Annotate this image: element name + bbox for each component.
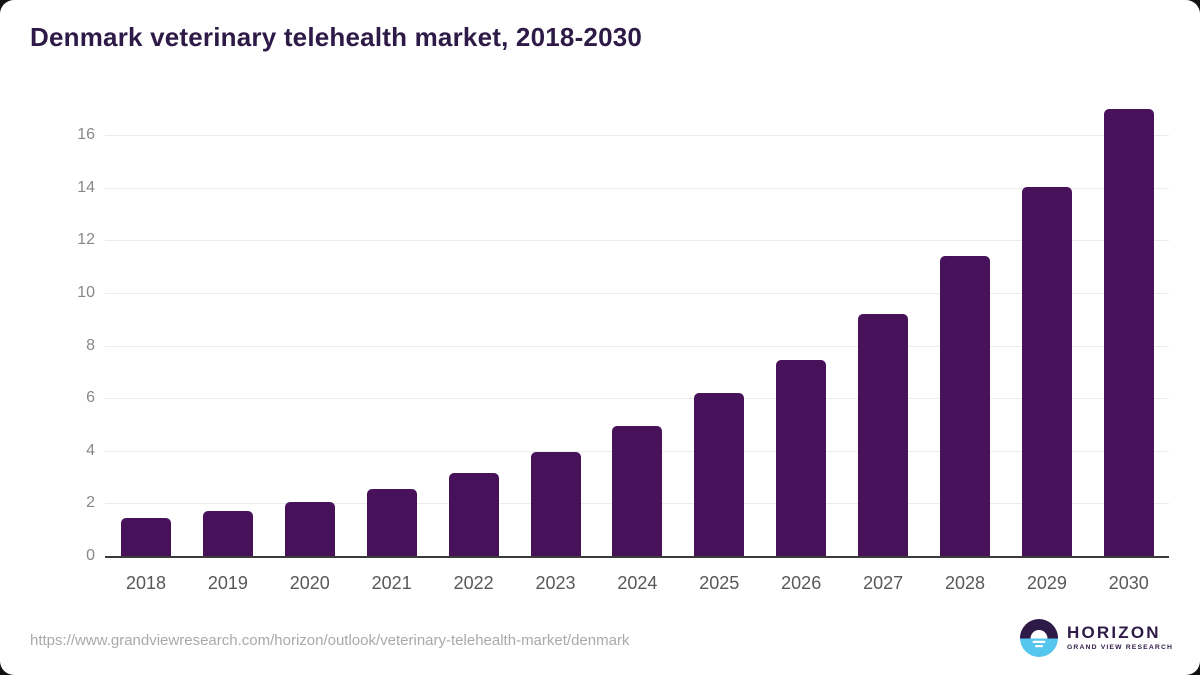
bar-2028 (940, 256, 990, 556)
x-tick-label: 2020 (289, 573, 330, 593)
bar-2024 (612, 425, 663, 556)
y-tick-label: 6 (86, 389, 95, 407)
y-tick-label: 4 (86, 441, 95, 459)
horizon-logo-brand: HORIZON (1067, 623, 1161, 643)
bar-2022 (448, 473, 499, 556)
horizon-logo: HORIZON GRAND VIEW RESEARCH (1020, 619, 1173, 657)
horizon-logo-icon (1020, 619, 1058, 657)
bar-2019 (202, 511, 253, 556)
bar-2021 (366, 488, 417, 556)
x-tick-label: 2022 (453, 573, 494, 593)
plot-area: 0 2 4 6 8 10 12 14 16 (77, 104, 1169, 564)
bar-2025 (694, 392, 745, 556)
source-url: https://www.grandviewresearch.com/horizo… (30, 632, 630, 649)
y-tick-label: 14 (77, 178, 95, 196)
bar-2023 (530, 452, 581, 556)
x-tick-label: 2027 (863, 573, 904, 593)
gridline (105, 135, 1169, 137)
bar-2027 (858, 314, 909, 556)
gridline (105, 293, 1169, 294)
y-tick-label: 0 (86, 547, 95, 564)
x-axis: 2018 2019 2020 2021 2022 2023 2024 2025 2026 2027… (105, 572, 1169, 598)
x-tick-label: 2026 (781, 573, 822, 593)
bar-2029 (1021, 186, 1072, 556)
x-tick-label: 2023 (535, 573, 576, 593)
y-tick-label: 2 (86, 494, 95, 512)
horizon-logo-text: HORIZON GRAND VIEW RESEARCH (1067, 624, 1173, 652)
gridline (105, 187, 1169, 189)
x-tick-label: 2028 (944, 573, 986, 593)
bar-2026 (776, 360, 827, 556)
bar-2020 (284, 502, 335, 556)
chart-title: Denmark veterinary telehealth market, 20… (30, 22, 643, 52)
x-tick-label: 2021 (371, 573, 412, 593)
x-tick-label: 2025 (699, 573, 740, 593)
x-tick-label: 2029 (1026, 573, 1067, 593)
x-tick-label: 2030 (1108, 573, 1149, 593)
x-tick-label: 2024 (617, 573, 658, 593)
bar-2018 (121, 517, 171, 556)
y-tick-label: 16 (77, 126, 95, 144)
gridline (105, 398, 1169, 400)
x-tick-label: 2018 (125, 573, 167, 593)
y-tick-label: 12 (77, 231, 95, 249)
gridline (105, 240, 1169, 242)
x-tick-label: 2019 (207, 573, 248, 593)
y-tick-label: 8 (86, 336, 95, 354)
horizon-logo-subbrand: GRAND VIEW RESEARCH (1067, 644, 1174, 652)
gridline (105, 345, 1169, 347)
y-tick-label: 10 (77, 284, 95, 301)
bar-2030 (1103, 108, 1154, 556)
